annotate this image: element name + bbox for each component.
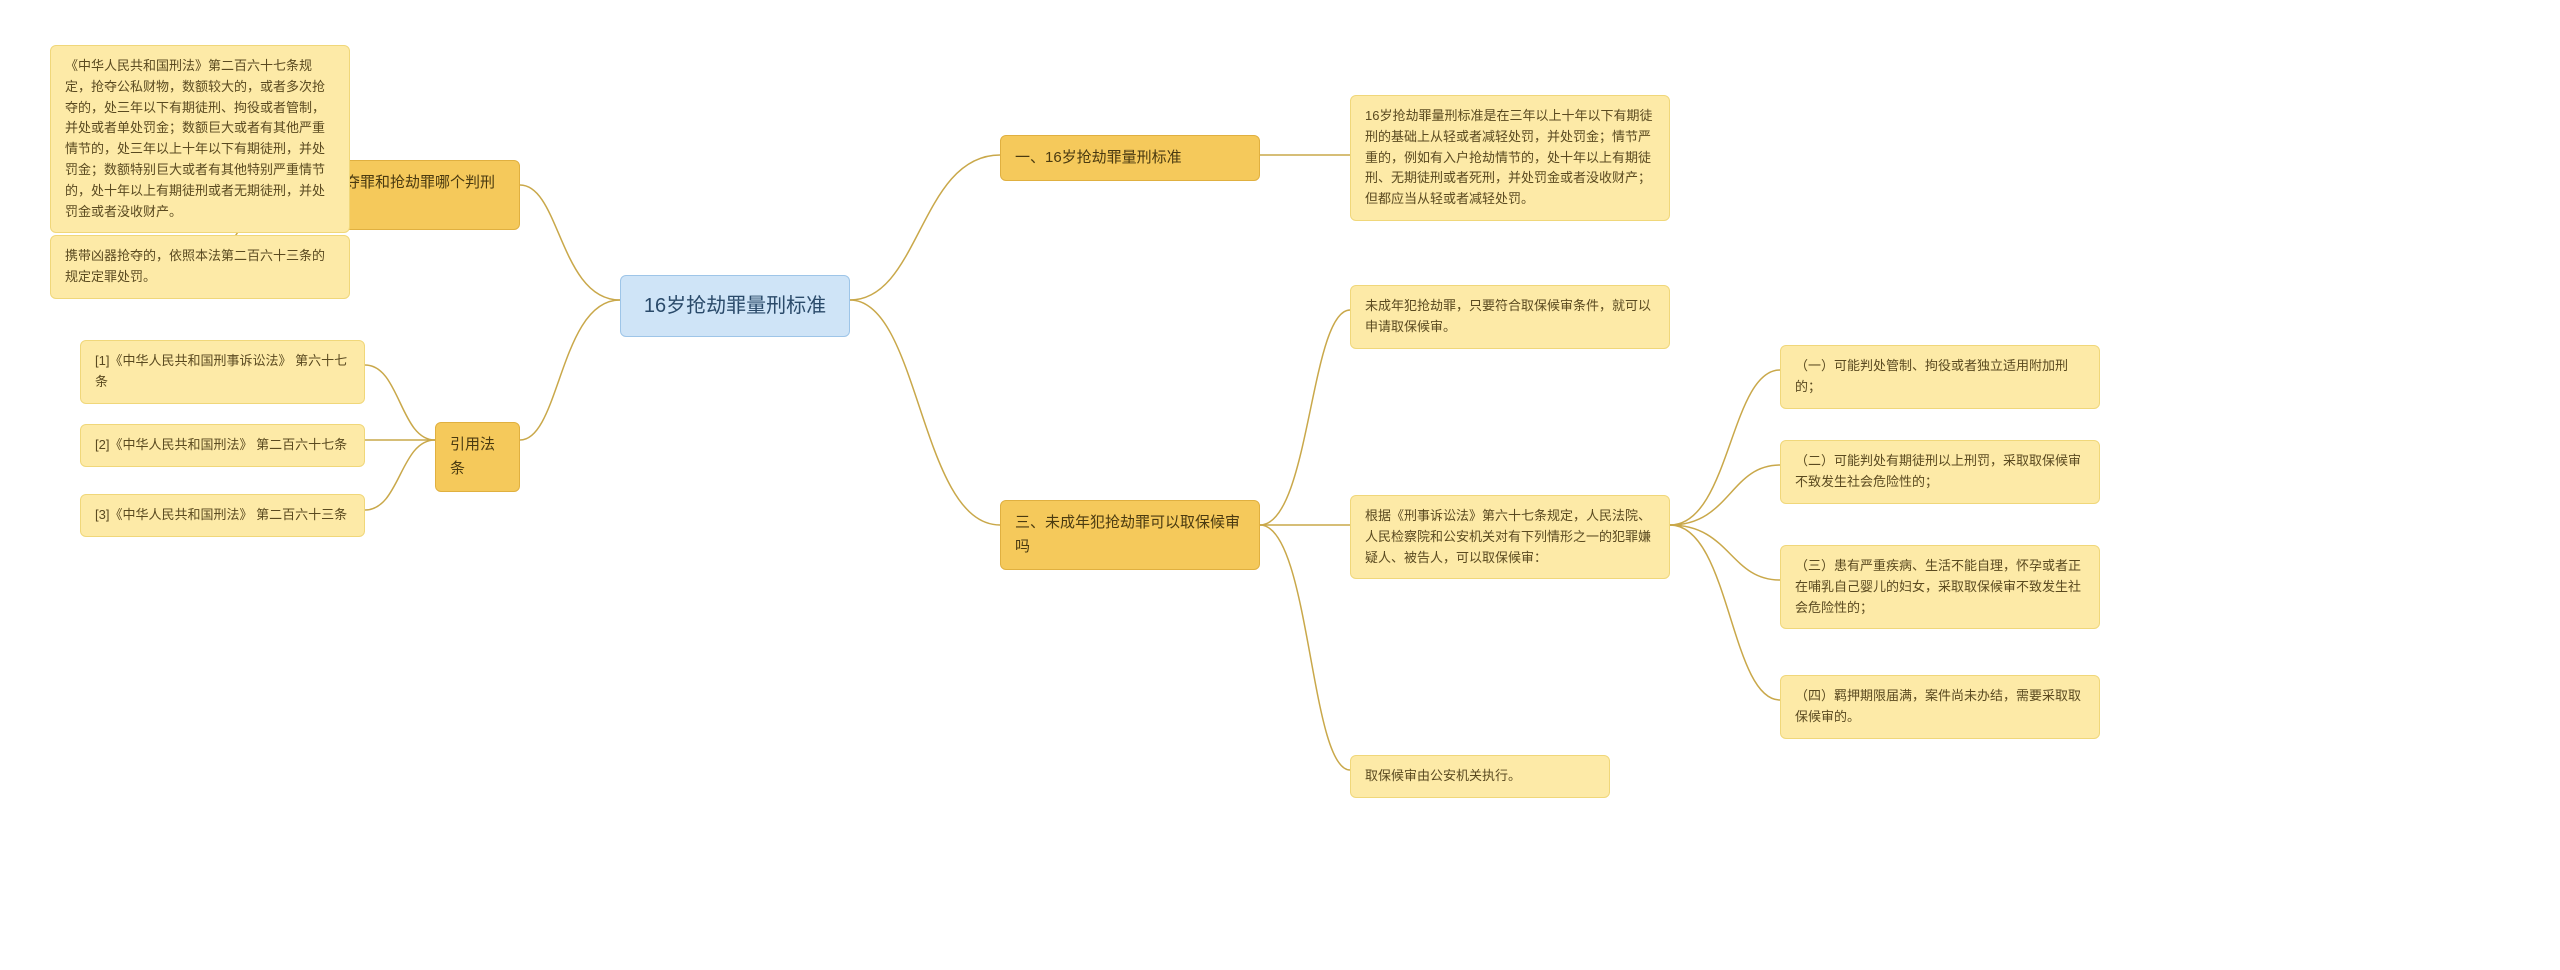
topic-ref-leaf-1: [1]《中华人民共和国刑事诉讼法》 第六十七条 bbox=[80, 340, 365, 404]
topic-3-sub-d: （四）羁押期限届满，案件尚未办结，需要采取取保候审的。 bbox=[1780, 675, 2100, 739]
root-node[interactable]: 16岁抢劫罪量刑标准 bbox=[620, 275, 850, 337]
connector-layer bbox=[0, 0, 2560, 970]
topic-ref-leaf-3: [3]《中华人民共和国刑法》 第二百六十三条 bbox=[80, 494, 365, 537]
topic-2-leaf-1: 《中华人民共和国刑法》第二百六十七条规定，抢夺公私财物，数额较大的，或者多次抢夺… bbox=[50, 45, 350, 233]
topic-3-sub-c: （三）患有严重疾病、生活不能自理，怀孕或者正在哺乳自己婴儿的妇女，采取取保候审不… bbox=[1780, 545, 2100, 629]
topic-3-leaf-1: 未成年犯抢劫罪，只要符合取保候审条件，就可以申请取保候审。 bbox=[1350, 285, 1670, 349]
topic-ref-leaf-2: [2]《中华人民共和国刑法》 第二百六十七条 bbox=[80, 424, 365, 467]
topic-ref[interactable]: 引用法条 bbox=[435, 422, 520, 492]
topic-2-leaf-2: 携带凶器抢夺的，依照本法第二百六十三条的规定定罪处罚。 bbox=[50, 235, 350, 299]
topic-3-leaf-2: 根据《刑事诉讼法》第六十七条规定，人民法院、人民检察院和公安机关对有下列情形之一… bbox=[1350, 495, 1670, 579]
topic-3-sub-a: （一）可能判处管制、拘役或者独立适用附加刑的； bbox=[1780, 345, 2100, 409]
topic-1[interactable]: 一、16岁抢劫罪量刑标准 bbox=[1000, 135, 1260, 181]
topic-3-sub-b: （二）可能判处有期徒刑以上刑罚，采取取保候审不致发生社会危险性的； bbox=[1780, 440, 2100, 504]
topic-1-leaf: 16岁抢劫罪量刑标准是在三年以上十年以下有期徒刑的基础上从轻或者减轻处罚，并处罚… bbox=[1350, 95, 1670, 221]
topic-3-leaf-3: 取保候审由公安机关执行。 bbox=[1350, 755, 1610, 798]
topic-3[interactable]: 三、未成年犯抢劫罪可以取保候审吗 bbox=[1000, 500, 1260, 570]
